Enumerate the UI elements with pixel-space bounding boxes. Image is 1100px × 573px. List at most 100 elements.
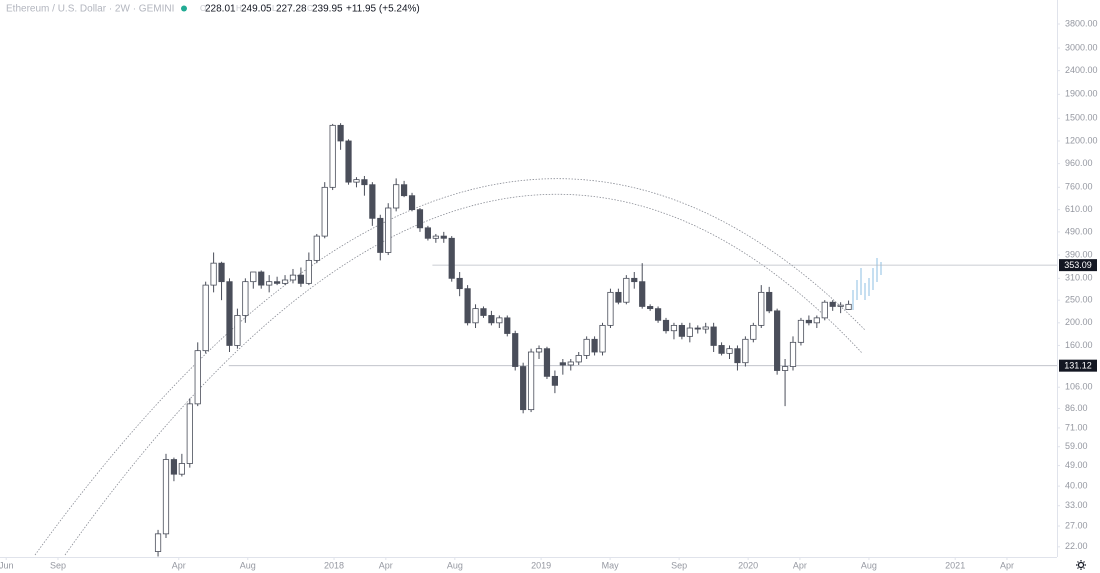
candle-body — [654, 308, 662, 321]
candle-body — [361, 179, 368, 186]
candle-body — [385, 207, 392, 253]
candle-body — [647, 306, 654, 310]
candle-body — [424, 227, 432, 239]
candle-body — [448, 237, 455, 279]
candle-body — [329, 124, 336, 188]
candle-body — [154, 533, 162, 552]
candle-body — [837, 304, 844, 307]
candle-body — [170, 459, 178, 475]
price-tag — [1059, 359, 1097, 372]
candle-body — [226, 281, 233, 346]
x-tick-label: Apr — [793, 560, 807, 570]
candle-body — [710, 326, 717, 346]
x-tick-label: Sep — [671, 560, 687, 570]
x-tick-label: Jun — [0, 560, 13, 570]
price-tag — [1059, 259, 1097, 272]
candle-body — [623, 277, 630, 303]
x-tick-label: 2021 — [945, 560, 965, 570]
candle-body — [559, 362, 566, 366]
candle-body — [393, 184, 400, 209]
y-tick-label: 71.00 — [1065, 422, 1088, 432]
y-tick-label: 40.00 — [1065, 481, 1088, 491]
y-tick-label: 86.00 — [1065, 403, 1088, 413]
price-tag-label: 131.12 — [1064, 361, 1092, 371]
candle-body — [353, 179, 360, 183]
candle-body — [218, 262, 225, 283]
y-tick-label: 59.00 — [1065, 441, 1088, 451]
y-tick-label: 3000.00 — [1065, 42, 1098, 52]
candle-body — [599, 324, 606, 353]
candle-body — [750, 324, 757, 340]
x-tick-label: May — [602, 560, 620, 570]
ohlc-letter: L — [272, 4, 277, 13]
candle-body — [639, 281, 646, 307]
candle-body — [631, 277, 638, 283]
y-tick-label: 490.00 — [1065, 226, 1093, 236]
y-tick-label: 22.00 — [1065, 541, 1088, 551]
candle-body — [289, 274, 297, 281]
candle-body — [718, 345, 725, 354]
candle-body — [194, 350, 201, 405]
candle-body — [313, 235, 320, 261]
candle-body — [829, 301, 836, 307]
candle-body — [766, 291, 773, 312]
settings-icon[interactable] — [1076, 560, 1086, 570]
candle-body — [821, 301, 828, 319]
candle-body — [400, 184, 408, 197]
x-tick-label: Aug — [240, 560, 256, 570]
x-tick-label: Apr — [379, 560, 393, 570]
change-value: +11.95 (+5.24%) — [346, 4, 420, 15]
y-tick-label: 390.00 — [1065, 249, 1093, 259]
y-tick-label: 106.00 — [1065, 382, 1093, 392]
candle-body — [607, 291, 614, 326]
candle-body — [472, 308, 479, 324]
candle-body — [416, 209, 424, 229]
ohlc-letter: O — [200, 4, 206, 13]
y-tick-label: 1200.00 — [1065, 135, 1098, 145]
candle-body — [480, 308, 487, 316]
y-tick-label: 200.00 — [1065, 317, 1093, 327]
candle-body — [432, 235, 439, 239]
candle-body — [210, 262, 217, 286]
candle-body — [408, 195, 416, 211]
candle-body — [797, 319, 805, 343]
arc-drawing — [64, 194, 863, 556]
y-tick-label: 3800.00 — [1065, 18, 1098, 28]
y-tick-label: 27.00 — [1065, 520, 1088, 530]
x-tick-label: Aug — [447, 560, 463, 570]
ohlc-letter: H — [236, 4, 242, 13]
candle-body — [496, 317, 503, 324]
x-tick-label: 2018 — [324, 560, 344, 570]
candle-body — [535, 348, 543, 353]
candle-body — [377, 217, 384, 253]
candle-body — [670, 324, 678, 332]
candle-body — [615, 291, 622, 303]
candle-body — [662, 319, 670, 332]
candle-body — [567, 361, 574, 366]
y-tick-label: 760.00 — [1065, 182, 1093, 192]
candle-body — [297, 274, 305, 284]
candle-body — [178, 463, 185, 475]
candle-body — [774, 310, 781, 371]
arc-drawing — [34, 178, 866, 556]
candle-body — [305, 259, 312, 284]
y-tick-label: 1900.00 — [1065, 89, 1098, 99]
candle-body — [250, 271, 257, 283]
candle-body — [456, 277, 463, 290]
candle-body — [520, 366, 527, 411]
y-tick-label: 960.00 — [1065, 158, 1093, 168]
y-tick-label: 610.00 — [1065, 204, 1093, 214]
candle-body — [527, 351, 535, 411]
y-tick-label: 250.00 — [1065, 295, 1093, 305]
candle-body — [504, 317, 511, 334]
candle-body — [440, 235, 447, 239]
candle-body — [186, 403, 193, 464]
candle-body — [734, 348, 741, 364]
candle-body — [281, 279, 289, 284]
candle-body — [575, 355, 582, 363]
candle-body — [345, 140, 352, 183]
candle-body — [551, 375, 558, 386]
x-tick-label: Aug — [861, 560, 877, 570]
